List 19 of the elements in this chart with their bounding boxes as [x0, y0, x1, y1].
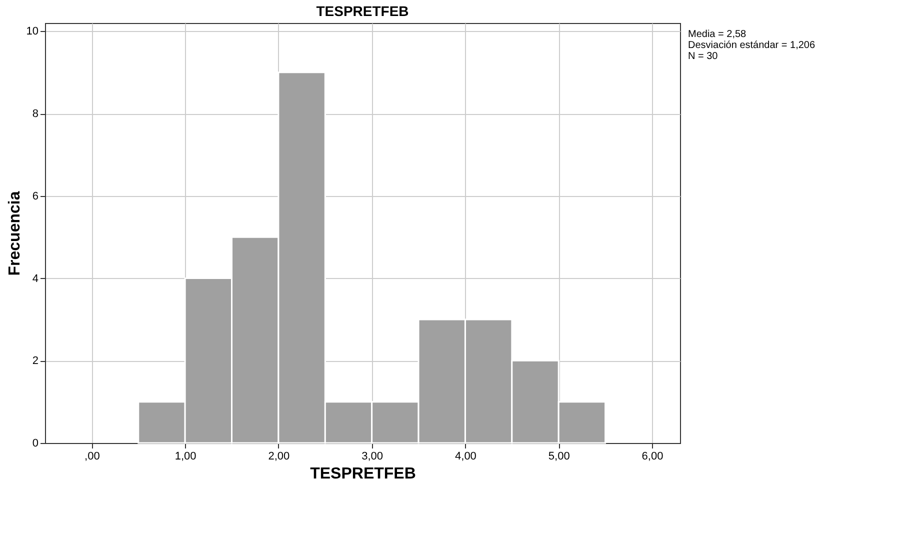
text: Desviación estándar = 1,206 — [688, 40, 816, 51]
y-tick-label: 6 — [32, 190, 38, 202]
x-tick-label: 2,00 — [268, 450, 290, 462]
chart-title: TESPRETFEB — [316, 3, 409, 19]
y-tick-label: 2 — [32, 355, 38, 368]
y-tick-label: 0 — [32, 438, 38, 450]
x-tick-label: 6,00 — [642, 450, 664, 462]
y-tick-label: 10 — [26, 26, 38, 38]
text: Media = 2,58 — [688, 29, 747, 40]
y-axis-title: Frecuencia — [6, 191, 24, 276]
x-axis-title: TESPRETFEB — [310, 466, 416, 482]
text: N = 30 — [688, 51, 718, 62]
x-tick-label: 4,00 — [455, 450, 476, 462]
y-tick-label: 4 — [32, 272, 38, 285]
x-tick-label: 3,00 — [362, 450, 384, 462]
x-tick-label: 5,00 — [548, 450, 570, 462]
x-tick-label: 1,00 — [174, 450, 196, 462]
y-tick-label: 8 — [32, 108, 38, 120]
x-tick-label: ,00 — [84, 450, 100, 462]
